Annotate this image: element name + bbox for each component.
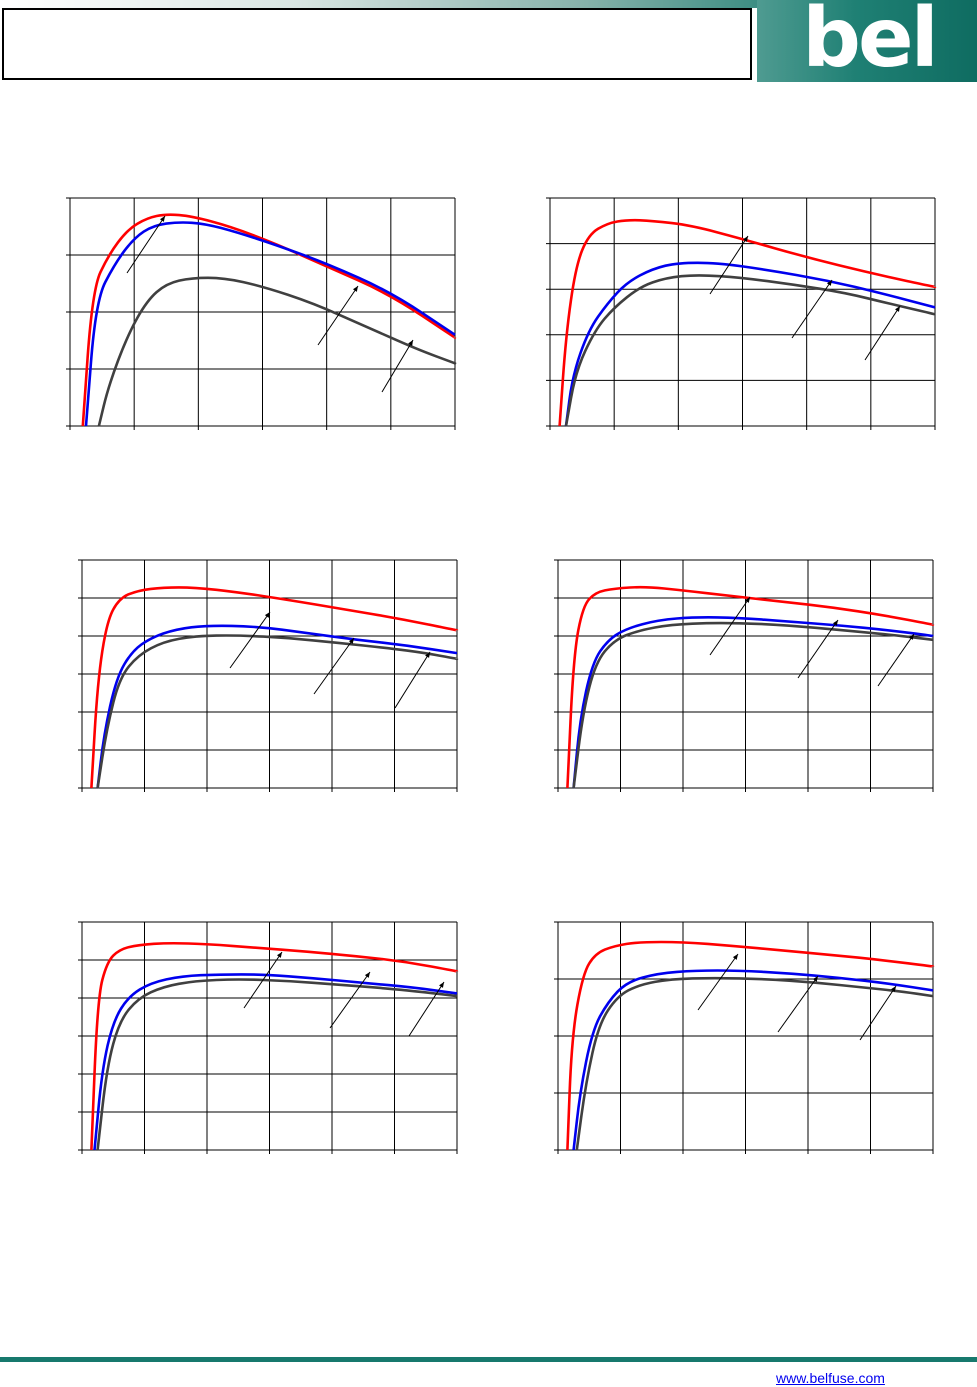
website-link[interactable]: www.belfuse.com bbox=[776, 1370, 885, 1386]
annotation-leader bbox=[877, 633, 915, 687]
footer-rule bbox=[0, 1357, 977, 1362]
series-line-3 bbox=[96, 634, 459, 789]
annotation-arrowhead bbox=[744, 597, 750, 603]
chart-5 bbox=[78, 921, 459, 1154]
chart-3 bbox=[78, 559, 459, 792]
annotation-leader bbox=[791, 279, 833, 339]
annotation-arrowhead bbox=[425, 652, 430, 658]
series-line-2 bbox=[572, 969, 934, 1151]
series-line-1 bbox=[566, 585, 935, 789]
annotation-leader bbox=[126, 215, 166, 274]
annotation-leader bbox=[697, 953, 739, 1011]
series-line-2 bbox=[84, 221, 456, 427]
annotation-arrowhead bbox=[812, 976, 818, 982]
chart-6 bbox=[554, 921, 935, 1154]
chart-1 bbox=[66, 197, 457, 430]
annotation-arrowhead bbox=[908, 634, 914, 640]
series-line-2 bbox=[96, 624, 458, 789]
annotation-leader bbox=[709, 596, 751, 656]
annotation-leader bbox=[243, 951, 283, 1009]
series-line-2 bbox=[572, 616, 934, 789]
series-line-1 bbox=[90, 941, 459, 1151]
chart-4 bbox=[554, 559, 935, 792]
annotation-arrowhead bbox=[890, 986, 896, 992]
series-line-2 bbox=[93, 973, 458, 1151]
annotation-arrowhead bbox=[352, 286, 358, 292]
annotation-leader bbox=[381, 339, 414, 393]
annotation-arrowhead bbox=[832, 620, 838, 626]
header-gradient-bar bbox=[0, 0, 977, 8]
series-line-3 bbox=[572, 621, 934, 789]
series-line-3 bbox=[96, 978, 458, 1151]
chart-2 bbox=[546, 197, 937, 430]
annotation-leader bbox=[229, 611, 271, 669]
logo-text: bel bbox=[802, 0, 938, 86]
annotation-arrowhead bbox=[348, 638, 354, 644]
annotation-leader bbox=[408, 981, 445, 1037]
annotation-arrowhead bbox=[159, 216, 165, 222]
annotation-arrowhead bbox=[732, 954, 738, 960]
annotation-leader bbox=[777, 975, 819, 1033]
annotation-arrowhead bbox=[276, 952, 282, 958]
series-line-3 bbox=[564, 274, 936, 427]
series-line-3 bbox=[97, 276, 457, 427]
series-line-1 bbox=[90, 586, 458, 789]
annotation-arrowhead bbox=[408, 340, 413, 346]
annotation-leader bbox=[317, 285, 359, 346]
annotation-leader bbox=[709, 235, 749, 295]
annotation-arrowhead bbox=[439, 982, 444, 988]
series-line-1 bbox=[566, 940, 935, 1151]
bel-logo: bel bbox=[757, 0, 977, 86]
series-line-1 bbox=[81, 213, 457, 427]
annotation-leader bbox=[864, 305, 901, 361]
annotation-arrowhead bbox=[364, 972, 370, 978]
series-line-2 bbox=[564, 261, 936, 427]
annotation-leader bbox=[313, 637, 355, 695]
annotation-leader bbox=[859, 985, 897, 1041]
series-line-1 bbox=[558, 218, 937, 427]
annotation-arrowhead bbox=[895, 306, 900, 312]
annotation-arrowhead bbox=[264, 612, 270, 618]
document-title-box bbox=[2, 8, 752, 80]
annotation-leader bbox=[329, 971, 371, 1029]
series-line-3 bbox=[575, 976, 934, 1151]
annotation-leader bbox=[797, 619, 839, 679]
annotation-arrowhead bbox=[826, 280, 832, 286]
annotation-arrowhead bbox=[743, 236, 748, 242]
annotation-leader bbox=[394, 651, 431, 709]
